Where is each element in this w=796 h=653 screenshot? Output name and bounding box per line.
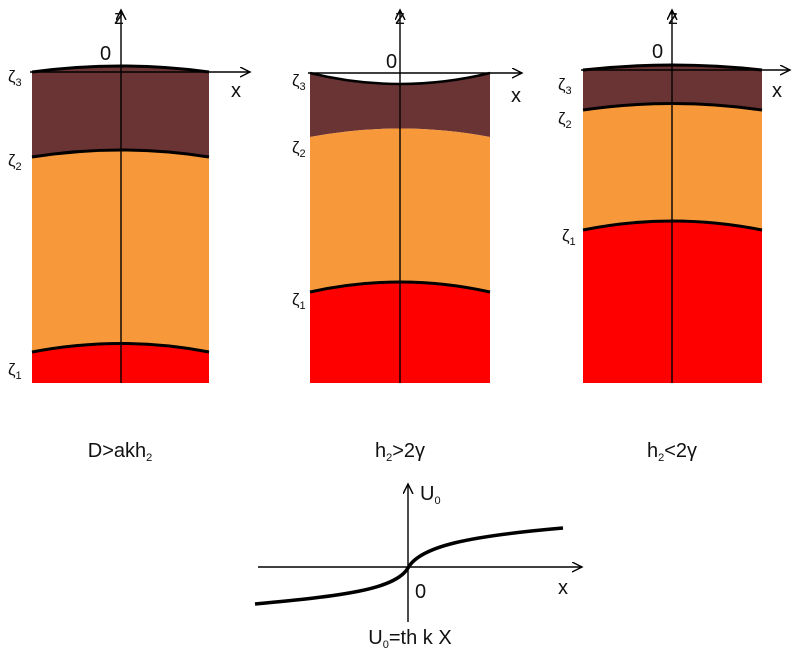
- text-part: ζ: [292, 290, 300, 309]
- u-label: U0: [420, 483, 441, 507]
- text-part: 1: [300, 300, 306, 312]
- text-part: U: [420, 483, 434, 505]
- level-label: ζ2: [8, 151, 22, 173]
- panel-2: z 0 x ζ3 ζ2 ζ1 h2>2γ: [292, 7, 522, 464]
- text-part: 0: [383, 639, 389, 651]
- level-label: ζ1: [8, 360, 22, 382]
- tanh-curve: [254, 526, 564, 606]
- origin-label: 0: [652, 41, 663, 63]
- origin-label: 0: [386, 51, 397, 73]
- text-part: <2γ: [664, 440, 697, 462]
- caption: h2>2γ: [375, 440, 425, 464]
- level-label: ζ3: [8, 67, 22, 89]
- text-part: U: [368, 627, 382, 649]
- origin-label: 0: [415, 581, 426, 603]
- text-part: ζ: [8, 360, 16, 379]
- text-part: ζ: [558, 109, 566, 128]
- text-part: 2: [146, 452, 152, 464]
- text-part: ζ: [8, 67, 16, 86]
- text-part: >2γ: [392, 440, 425, 462]
- origin-label: 0: [100, 43, 111, 65]
- caption: h2<2γ: [647, 440, 697, 464]
- text-part: ζ: [558, 75, 566, 94]
- caption: D>akh2: [88, 440, 153, 464]
- level-label: ζ3: [292, 71, 306, 93]
- text-part: 2: [16, 161, 22, 173]
- level-label: ζ2: [292, 138, 306, 160]
- text-part: 2: [566, 119, 572, 131]
- x-label: x: [231, 80, 241, 102]
- text-part: 3: [566, 85, 572, 97]
- level-label: ζ2: [558, 109, 572, 131]
- text-part: 1: [16, 370, 22, 382]
- z-label: z: [395, 7, 405, 29]
- text-part: 2: [658, 452, 664, 464]
- tanh-graph: U0 0 x U0=th k X: [254, 483, 582, 651]
- text-part: 3: [16, 77, 22, 89]
- text-part: 3: [300, 81, 306, 93]
- text-part: ζ: [562, 226, 570, 245]
- x-label: x: [511, 85, 521, 107]
- text-part: =th k X: [389, 627, 452, 649]
- text-part: h: [375, 440, 386, 462]
- text-part: ζ: [292, 71, 300, 90]
- text-part: D>akh: [88, 440, 146, 462]
- x-label: x: [772, 80, 782, 102]
- x-label: x: [558, 577, 568, 599]
- level-label: ζ1: [292, 290, 306, 312]
- text-part: ζ: [8, 151, 16, 170]
- text-part: h: [647, 440, 658, 462]
- panel-1: z 0 x ζ3 ζ2 ζ1 D>akh2: [8, 7, 250, 464]
- z-label: z: [668, 7, 678, 29]
- panel-3: z 0 x ζ3 ζ2 ζ1 h2<2γ: [558, 7, 790, 464]
- formula: U0=th k X: [368, 627, 451, 651]
- level-label: ζ3: [558, 75, 572, 97]
- level-label: ζ1: [562, 226, 576, 248]
- text-part: 0: [434, 495, 440, 507]
- text-part: 2: [386, 452, 392, 464]
- z-label: z: [114, 7, 124, 29]
- text-part: ζ: [292, 138, 300, 157]
- text-part: 2: [300, 148, 306, 160]
- text-part: 1: [570, 236, 576, 248]
